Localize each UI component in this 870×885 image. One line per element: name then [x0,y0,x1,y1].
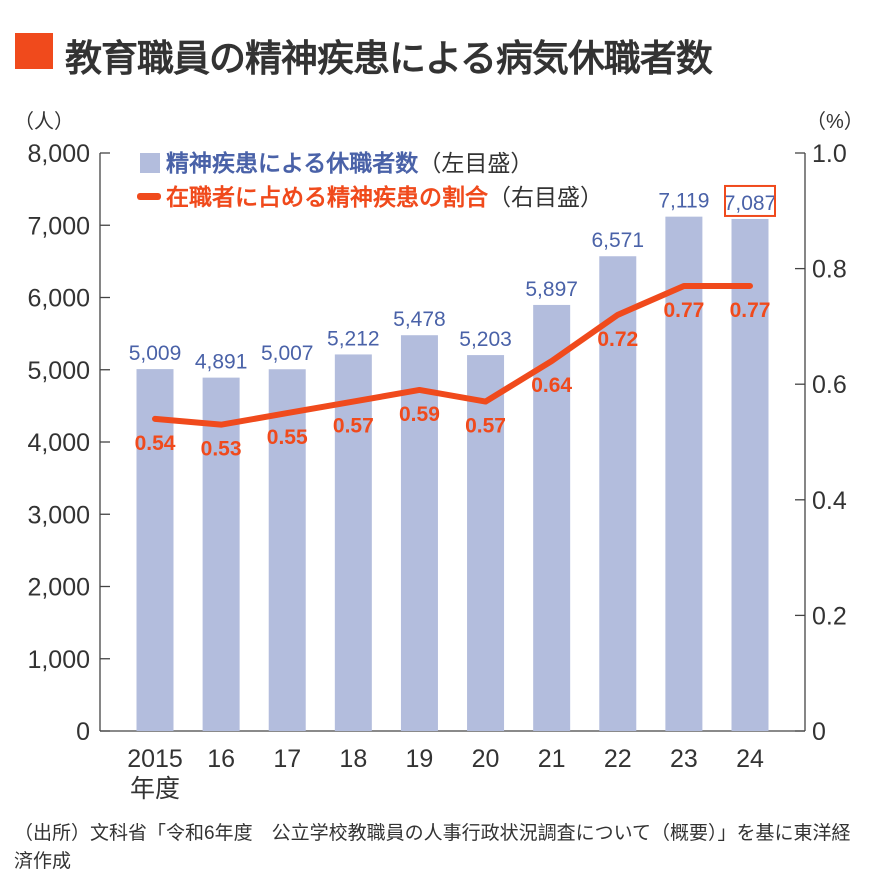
x-tick-label: 21 [538,745,566,773]
bar-value-label: 5,478 [393,308,446,331]
bar-value-label: 5,897 [525,278,578,301]
left-tick-label: 8,000 [27,140,90,168]
right-axis-unit: （%） [806,110,864,133]
legend-bar-label: 精神疾患による休職者数（左目盛） [166,150,533,176]
bar-value-label: 4,891 [195,351,248,374]
bar [533,304,571,731]
left-tick-label: 0 [76,718,90,746]
title-marker [15,33,53,69]
line-value-label: 0.59 [399,403,440,426]
x-tick-label: 22 [604,745,632,773]
x-tick-label: 20 [472,745,500,773]
line-value-label: 0.57 [465,415,506,438]
left-tick-label: 1,000 [27,646,90,674]
bar [400,335,438,731]
bar-value-label: 5,009 [129,342,182,365]
right-tick-label: 0.8 [812,256,847,284]
x-tick-label: 24 [736,745,764,773]
bar-value-label: 7,087 [724,192,777,215]
left-tick-label: 4,000 [27,429,90,457]
left-tick-label: 5,000 [27,357,90,385]
line-value-label: 0.55 [267,426,308,449]
right-tick-label: 0 [812,718,826,746]
left-tick-label: 6,000 [27,285,90,313]
bar-value-label: 5,212 [327,327,380,350]
line-value-label: 0.53 [201,438,242,461]
x-tick-label: 19 [406,745,434,773]
bar [268,369,306,731]
bar [334,354,372,731]
bar [467,355,505,731]
right-tick-label: 0.6 [812,371,847,399]
bar [599,256,637,731]
source-note: （出所）文科省「令和6年度 公立学校教職員の人事行政状況調査について（概要）」を… [14,823,851,872]
line-value-label: 0.77 [663,299,704,322]
bar [136,369,174,731]
legend-bar-swatch [140,153,160,173]
x-tick-label: 16 [207,745,235,773]
line-value-label: 0.64 [531,374,572,397]
bar [202,377,240,731]
right-tick-label: 1.0 [812,140,847,168]
right-tick-label: 0.2 [812,602,847,630]
legend-line-swatch [137,193,161,200]
bar [665,216,703,732]
line-value-label: 0.77 [730,299,771,322]
bar-value-label: 5,203 [459,328,512,351]
ratio-line [152,282,753,428]
x-unit-label: 年度 [130,775,180,803]
bar-value-label: 7,119 [658,190,709,213]
line-value-label: 0.72 [597,328,638,351]
bar-value-label: 6,571 [591,229,644,252]
highlight-box [724,184,776,217]
left-tick-label: 7,000 [27,212,90,240]
x-tick-label: 2015 [127,745,183,773]
chart-title: 教育職員の精神疾患による病気休職者数 [65,38,713,79]
left-axis-unit: （人） [14,110,74,133]
bar-value-label: 5,007 [261,342,314,365]
line-value-label: 0.54 [135,432,176,455]
right-tick-label: 0.4 [812,487,847,515]
line-value-label: 0.57 [333,415,374,438]
left-tick-label: 2,000 [27,574,90,602]
legend-line-label: 在職者に占める精神疾患の割合（右目盛） [166,184,603,210]
bar [731,218,769,732]
left-tick-label: 3,000 [27,501,90,529]
x-tick-label: 17 [273,745,301,773]
x-tick-label: 18 [339,745,367,773]
x-tick-label: 23 [670,745,698,773]
